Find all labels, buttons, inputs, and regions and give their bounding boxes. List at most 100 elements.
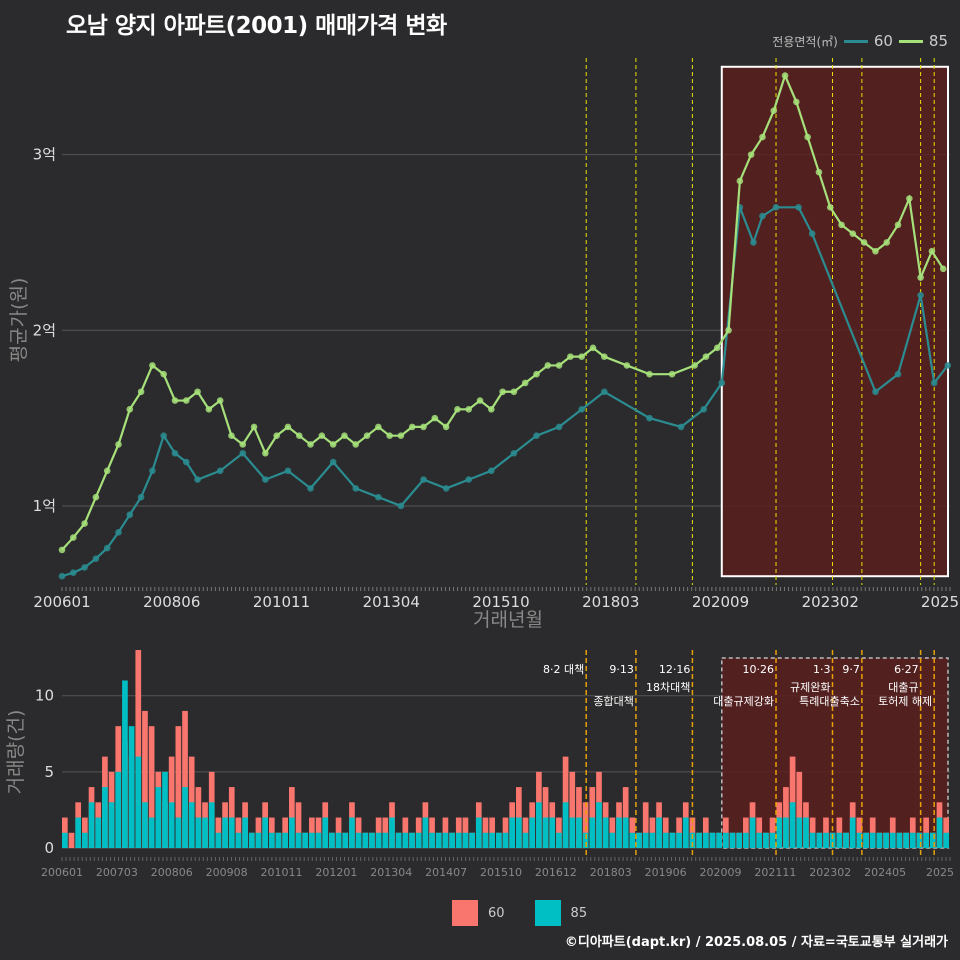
- bar-85: [268, 832, 275, 848]
- bar-85: [863, 832, 869, 848]
- bar-85: [495, 832, 502, 848]
- series-point-60: [488, 467, 495, 475]
- legend-label-60: 60: [873, 32, 893, 50]
- bar-85: [883, 832, 889, 848]
- series-point-85: [793, 98, 800, 106]
- series-point-85: [747, 151, 755, 158]
- x-tick-label-bottom: 201304: [370, 866, 412, 879]
- x-tick-label-top: 200601: [33, 593, 90, 611]
- bar-85: [896, 832, 903, 848]
- x-tick-label-bottom: 200601: [41, 866, 83, 879]
- bar-85: [422, 817, 429, 848]
- series-point-60: [465, 476, 473, 483]
- bar-85: [115, 771, 122, 848]
- x-tick-label-top: 201304: [363, 593, 420, 611]
- bar-85: [195, 817, 202, 848]
- legend-label-85: 85: [928, 32, 948, 50]
- bar-85: [188, 802, 195, 848]
- bar-85: [409, 832, 415, 848]
- series-point-85: [928, 247, 936, 255]
- x-tick-label-top: 202302: [802, 593, 859, 611]
- bar-60: [148, 726, 155, 848]
- series-point-85: [860, 239, 868, 246]
- bar-85: [168, 802, 175, 848]
- bar-85: [148, 817, 155, 848]
- series-point-85: [262, 449, 269, 457]
- series-point-85: [691, 362, 698, 369]
- bar-85: [682, 817, 689, 848]
- series-point-85: [872, 247, 879, 255]
- series-point-85: [646, 370, 653, 378]
- bar-85: [582, 832, 589, 848]
- series-point-60: [808, 230, 816, 237]
- bar-85: [95, 817, 102, 848]
- bar-85: [315, 832, 322, 848]
- series-point-85: [239, 441, 247, 448]
- bar-60: [135, 650, 142, 848]
- x-tick-label-bottom: 2025: [926, 866, 954, 879]
- series-point-85: [149, 362, 156, 369]
- series-point-85: [352, 441, 360, 448]
- series-point-60: [69, 569, 77, 577]
- bar-85: [128, 726, 135, 848]
- series-point-60: [194, 476, 201, 483]
- series-point-60: [718, 379, 726, 387]
- series-point-85: [341, 432, 348, 439]
- bar-60: [642, 802, 649, 848]
- highlight-box-bottom: [721, 657, 949, 849]
- series-point-85: [408, 423, 416, 431]
- x-tick-label-top: 201011: [253, 593, 310, 611]
- bar-85: [602, 817, 609, 848]
- bar-85: [295, 832, 302, 848]
- series-point-85: [420, 423, 427, 431]
- series-point-60: [160, 432, 167, 439]
- bar-85: [182, 787, 188, 848]
- policy-label-top: 6·27: [894, 663, 919, 676]
- bar-85: [82, 832, 88, 848]
- bar-85: [469, 832, 475, 848]
- x-tick-label-top: 201510: [472, 593, 529, 611]
- bar-85: [355, 832, 362, 848]
- bar-85: [75, 817, 82, 848]
- bar-85: [516, 817, 522, 848]
- x-tick-label-bottom: 201011: [261, 866, 303, 879]
- bar-85: [789, 802, 796, 848]
- series-point-85: [849, 230, 857, 237]
- series-point-85: [770, 107, 778, 114]
- bar-85: [309, 832, 315, 848]
- bar-85: [122, 680, 128, 848]
- series-point-85: [160, 370, 167, 378]
- x-tick-label-bottom: 201803: [590, 866, 632, 879]
- series-point-85: [917, 274, 924, 281]
- series-point-85: [431, 414, 439, 422]
- y-tick-label-bottom: 10: [35, 687, 54, 705]
- policy-label-bottom: 규제완화: [790, 681, 830, 694]
- bar-85: [389, 817, 395, 848]
- bar-85: [208, 802, 215, 848]
- bar-85: [642, 832, 649, 848]
- bar-85: [536, 802, 542, 848]
- series-point-60: [284, 467, 292, 475]
- bar-85: [722, 832, 729, 848]
- bar-85: [809, 832, 816, 848]
- bar-85: [442, 832, 449, 848]
- legend-line-85: [898, 39, 923, 43]
- policy-label-bottom: 특례대출축소: [799, 695, 860, 708]
- bar-85: [929, 832, 936, 848]
- policy-label-top: 10·26: [743, 663, 775, 676]
- bar-60: [68, 832, 75, 848]
- series-point-85: [465, 406, 473, 413]
- series-point-85: [115, 441, 122, 448]
- legend-top-title: 전용면적(㎡): [772, 34, 838, 49]
- series-point-60: [677, 423, 685, 431]
- bar-85: [669, 832, 676, 848]
- series-point-60: [307, 485, 314, 492]
- bar-85: [382, 832, 389, 848]
- x-tick-label-top: 202009: [692, 593, 749, 611]
- policy-label-bottom: 18차대책: [646, 681, 690, 694]
- series-point-85: [759, 133, 766, 141]
- bar-85: [716, 832, 722, 848]
- bar-85: [142, 802, 148, 848]
- bar-85: [509, 817, 516, 848]
- bar-85: [702, 832, 709, 848]
